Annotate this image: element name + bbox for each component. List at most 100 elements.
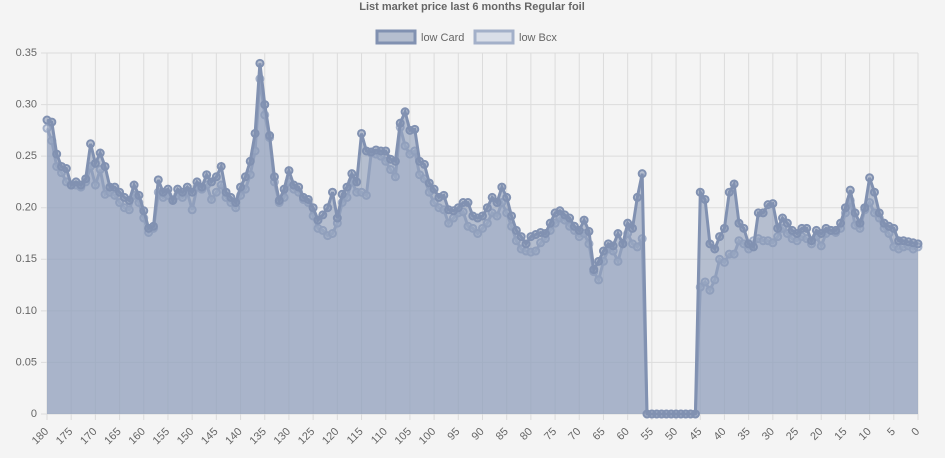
point xyxy=(400,107,410,117)
point xyxy=(478,211,487,221)
y-tick-label: 0 xyxy=(31,408,37,420)
y-tick-label: 0.25 xyxy=(16,150,37,162)
point xyxy=(424,178,434,188)
x-tick-label: 170 xyxy=(78,426,99,447)
point xyxy=(768,199,778,209)
point xyxy=(516,232,526,242)
point xyxy=(545,218,555,228)
x-tick-label: 10 xyxy=(857,426,874,443)
point xyxy=(197,182,207,192)
point xyxy=(574,225,584,235)
point xyxy=(608,241,618,251)
point xyxy=(729,179,739,189)
x-tick-label: 55 xyxy=(639,426,656,443)
point xyxy=(124,195,134,205)
x-tick-label: 175 xyxy=(54,426,75,447)
legend-swatch xyxy=(473,29,515,45)
point xyxy=(236,182,246,192)
point xyxy=(216,161,226,171)
x-tick-label: 30 xyxy=(760,426,777,443)
x-tick-label: 75 xyxy=(542,426,559,443)
point xyxy=(240,172,250,182)
x-tick-label: 90 xyxy=(470,426,487,443)
point xyxy=(845,185,855,195)
area xyxy=(47,63,918,415)
y-tick-label: 0.35 xyxy=(16,47,37,59)
x-tick-label: 20 xyxy=(808,426,825,443)
x-tick-label: 45 xyxy=(687,426,704,443)
point xyxy=(303,194,313,204)
point xyxy=(211,172,221,182)
point xyxy=(90,158,100,168)
point xyxy=(463,198,473,208)
point xyxy=(52,149,62,159)
x-tick-label: 180 xyxy=(30,426,51,447)
point xyxy=(221,187,231,197)
point xyxy=(207,177,217,187)
y-tick-label: 0.20 xyxy=(16,202,37,214)
point xyxy=(831,225,841,235)
point xyxy=(410,124,420,134)
point xyxy=(487,192,497,202)
point xyxy=(618,239,628,249)
point xyxy=(148,221,158,231)
point xyxy=(628,223,638,233)
chart-title: List market price last 6 months Regular … xyxy=(359,1,585,13)
point xyxy=(439,190,449,200)
point xyxy=(177,187,187,197)
point xyxy=(226,192,236,202)
point xyxy=(318,210,328,220)
point xyxy=(613,229,623,238)
point xyxy=(395,118,405,128)
point xyxy=(284,166,294,176)
x-tick-label: 130 xyxy=(272,426,293,447)
x-tick-label: 150 xyxy=(175,426,196,447)
point xyxy=(739,223,749,233)
x-tick-label: 140 xyxy=(223,426,244,447)
x-tick-label: 5 xyxy=(885,426,898,439)
point xyxy=(168,195,178,205)
y-tick-label: 0.15 xyxy=(16,253,37,265)
point xyxy=(245,156,255,166)
point xyxy=(250,128,260,138)
point xyxy=(308,203,318,213)
point xyxy=(816,229,826,238)
point xyxy=(95,148,105,158)
x-tick-label: 50 xyxy=(663,426,680,443)
point xyxy=(202,170,212,180)
point xyxy=(453,203,463,213)
point xyxy=(637,169,647,179)
point xyxy=(850,208,860,218)
legend-label: low Card xyxy=(421,32,464,44)
point xyxy=(163,184,173,194)
point xyxy=(187,187,197,197)
x-tick-label: 105 xyxy=(393,426,414,447)
x-tick-label: 120 xyxy=(320,426,341,447)
point xyxy=(748,242,758,252)
point xyxy=(429,184,439,194)
point xyxy=(511,225,521,235)
point xyxy=(390,156,400,166)
point xyxy=(782,218,792,228)
point xyxy=(337,189,347,199)
point xyxy=(773,223,783,233)
point xyxy=(182,182,192,192)
x-tick-label: 15 xyxy=(832,426,849,443)
x-tick-label: 155 xyxy=(151,426,172,447)
y-tick-label: 0.05 xyxy=(16,356,37,368)
point xyxy=(855,218,865,228)
x-tick-label: 95 xyxy=(445,426,462,443)
point xyxy=(860,203,870,213)
point xyxy=(192,177,202,187)
legend-label: low Bcx xyxy=(519,32,557,44)
x-tick-label: 0 xyxy=(909,426,922,439)
point xyxy=(332,213,342,223)
point xyxy=(81,174,91,184)
point xyxy=(110,182,120,192)
point xyxy=(255,58,265,68)
x-tick-label: 165 xyxy=(102,426,123,447)
point xyxy=(76,180,86,190)
x-tick-label: 80 xyxy=(518,426,535,443)
point xyxy=(134,190,144,200)
